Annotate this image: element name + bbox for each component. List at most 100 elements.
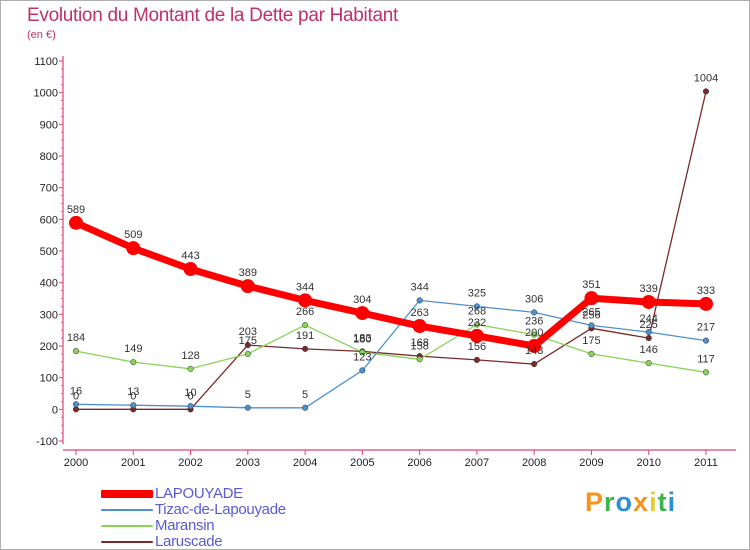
data-label: 217 xyxy=(697,322,715,334)
x-tick-label: 2005 xyxy=(350,457,374,469)
data-label: 0 xyxy=(130,390,136,402)
data-label: 268 xyxy=(468,305,486,317)
data-label: 183 xyxy=(353,332,371,344)
legend-swatch xyxy=(101,541,153,543)
data-label: 351 xyxy=(582,279,600,291)
data-label: 1004 xyxy=(694,72,718,84)
y-tick-label: -100 xyxy=(36,436,58,448)
data-label: 589 xyxy=(67,204,85,216)
data-label: 263 xyxy=(410,307,428,319)
y-tick-label: 100 xyxy=(40,373,58,385)
data-point xyxy=(645,335,652,342)
data-point xyxy=(298,293,313,308)
y-tick-label: 400 xyxy=(40,278,58,290)
x-tick-label: 2009 xyxy=(579,457,603,469)
data-label: 180 xyxy=(353,333,371,345)
data-point xyxy=(302,345,309,352)
data-label: 5 xyxy=(302,389,308,401)
data-label: 509 xyxy=(124,229,142,241)
legend-item: Laruscade xyxy=(101,533,341,550)
data-label: 225 xyxy=(640,319,658,331)
data-label: 0 xyxy=(187,390,193,402)
y-tick-label: 700 xyxy=(40,183,58,195)
x-tick-label: 2004 xyxy=(293,457,317,469)
data-label: 339 xyxy=(640,283,658,295)
data-point xyxy=(527,339,542,353)
legend-item: Maransin xyxy=(101,517,341,534)
data-point xyxy=(531,309,538,316)
data-label: 304 xyxy=(353,294,371,306)
data-point xyxy=(126,241,141,256)
data-label: 203 xyxy=(239,326,257,338)
data-point xyxy=(531,331,538,338)
chart-title: Evolution du Montant de la Dette par Hab… xyxy=(27,5,398,26)
data-point xyxy=(302,404,309,411)
series-line-maransin xyxy=(75,323,707,373)
data-label: 333 xyxy=(697,285,715,297)
data-point xyxy=(588,350,595,357)
data-point xyxy=(72,406,80,413)
legend-label: LAPOUYADE xyxy=(155,485,243,502)
data-point xyxy=(302,322,309,329)
data-point xyxy=(473,321,480,328)
data-label: 175 xyxy=(239,335,257,347)
data-point xyxy=(72,348,80,355)
data-point xyxy=(240,279,255,294)
data-point xyxy=(702,337,710,344)
data-point xyxy=(130,402,137,409)
y-tick-label: 300 xyxy=(40,309,58,321)
legend-swatch xyxy=(101,525,153,527)
legend-label: Maransin xyxy=(155,517,215,534)
data-label: 143 xyxy=(525,345,543,357)
series-line-tizac-de-lapouyade xyxy=(75,299,707,409)
data-point xyxy=(244,404,251,411)
data-point xyxy=(187,365,194,372)
data-label: 16 xyxy=(70,385,82,397)
x-tick-label: 2003 xyxy=(236,457,260,469)
data-label: 200 xyxy=(525,327,543,339)
data-point xyxy=(641,294,656,309)
data-label: 123 xyxy=(353,351,371,363)
data-point xyxy=(183,262,198,277)
data-point xyxy=(702,369,710,376)
legend-swatch xyxy=(101,509,153,511)
y-tick-label: 600 xyxy=(40,214,58,226)
legend-label: Tizac-de-Lapouyade xyxy=(155,501,286,518)
series-line-lapouyade xyxy=(72,219,710,350)
series-line-laruscade xyxy=(75,90,707,410)
unit-label: (en €) xyxy=(27,29,56,41)
y-tick-label: 500 xyxy=(40,246,58,258)
proxiti-logo: Proxiti xyxy=(585,487,677,517)
y-tick-label: 800 xyxy=(40,151,58,163)
data-point xyxy=(69,215,83,230)
data-label: 175 xyxy=(582,335,600,347)
data-label: 266 xyxy=(296,306,314,318)
data-label: 256 xyxy=(582,309,600,321)
data-label: 146 xyxy=(640,344,658,356)
data-label: 191 xyxy=(296,330,314,342)
data-label: 389 xyxy=(239,267,257,279)
data-label: 244 xyxy=(640,313,658,325)
data-label: 158 xyxy=(410,340,428,352)
x-tick-label: 2006 xyxy=(407,457,431,469)
data-point xyxy=(584,291,599,306)
x-tick-label: 2000 xyxy=(64,457,88,469)
data-label: 306 xyxy=(525,293,543,305)
data-point xyxy=(699,296,713,311)
y-tick-label: 1000 xyxy=(34,88,58,100)
legend-item: LAPOUYADE xyxy=(101,485,341,502)
data-label: 443 xyxy=(181,250,199,262)
data-label: 156 xyxy=(468,341,486,353)
data-label: 232 xyxy=(468,317,486,329)
data-label: 184 xyxy=(67,332,85,344)
data-point xyxy=(469,328,484,343)
data-point xyxy=(244,342,251,349)
legend-item: Tizac-de-Lapouyade xyxy=(101,501,341,518)
data-point xyxy=(531,361,538,368)
data-label: 13 xyxy=(127,386,139,398)
x-tick-label: 2011 xyxy=(694,457,718,469)
data-point xyxy=(645,360,652,367)
legend-label: Laruscade xyxy=(155,533,223,550)
y-tick-label: 1100 xyxy=(34,56,58,68)
